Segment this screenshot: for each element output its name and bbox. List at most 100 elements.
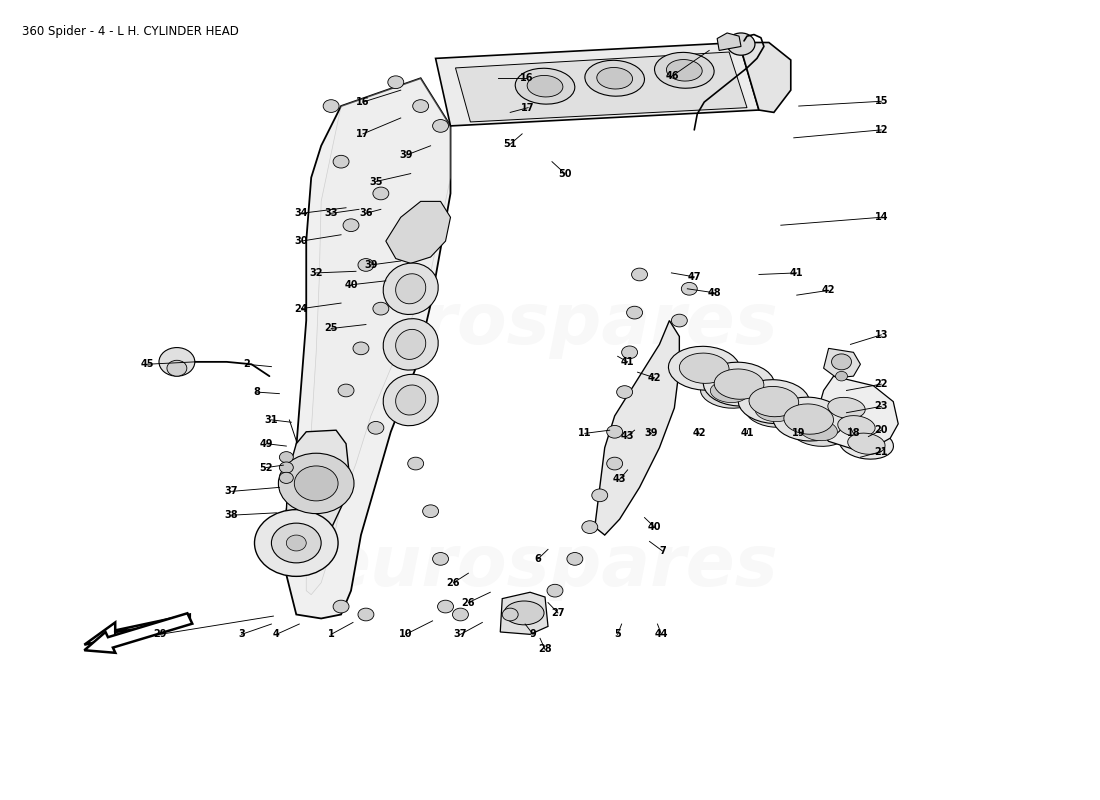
- Text: 4: 4: [273, 630, 279, 639]
- Text: 23: 23: [874, 402, 888, 411]
- Circle shape: [358, 608, 374, 621]
- Circle shape: [286, 535, 306, 551]
- Circle shape: [547, 584, 563, 597]
- Polygon shape: [455, 52, 747, 122]
- Polygon shape: [386, 202, 451, 263]
- Text: 22: 22: [874, 379, 888, 389]
- Ellipse shape: [585, 60, 645, 96]
- Text: 19: 19: [792, 428, 805, 438]
- Circle shape: [358, 258, 374, 271]
- Text: 41: 41: [790, 268, 803, 278]
- Ellipse shape: [396, 330, 426, 359]
- Ellipse shape: [784, 404, 834, 434]
- Text: 48: 48: [707, 288, 721, 298]
- Circle shape: [432, 119, 449, 132]
- Text: 49: 49: [260, 438, 273, 449]
- Circle shape: [422, 505, 439, 518]
- Circle shape: [353, 342, 369, 354]
- Text: 16: 16: [520, 74, 534, 83]
- Polygon shape: [286, 78, 451, 618]
- Text: 8: 8: [253, 387, 260, 397]
- Text: 26: 26: [447, 578, 460, 588]
- Circle shape: [582, 521, 597, 534]
- Text: 24: 24: [295, 304, 308, 314]
- Text: eurospares: eurospares: [321, 532, 779, 602]
- Circle shape: [323, 100, 339, 113]
- Circle shape: [279, 452, 294, 462]
- Text: 41: 41: [740, 428, 754, 438]
- Text: 38: 38: [224, 510, 239, 520]
- Text: 40: 40: [648, 522, 661, 532]
- Circle shape: [367, 422, 384, 434]
- Text: 11: 11: [579, 428, 592, 438]
- Text: 360 Spider - 4 - L H. CYLINDER HEAD: 360 Spider - 4 - L H. CYLINDER HEAD: [22, 25, 240, 38]
- Text: 40: 40: [344, 280, 358, 290]
- Text: 52: 52: [260, 462, 273, 473]
- Circle shape: [167, 360, 187, 376]
- Text: 41: 41: [620, 357, 635, 367]
- Circle shape: [333, 155, 349, 168]
- Circle shape: [452, 608, 469, 621]
- Ellipse shape: [714, 369, 763, 399]
- Text: 9: 9: [530, 630, 537, 639]
- Polygon shape: [436, 42, 759, 126]
- Ellipse shape: [383, 374, 438, 426]
- Circle shape: [279, 462, 294, 473]
- Circle shape: [438, 600, 453, 613]
- Text: 50: 50: [558, 169, 572, 178]
- Text: 31: 31: [265, 415, 278, 425]
- Circle shape: [617, 386, 632, 398]
- Text: 13: 13: [874, 330, 888, 340]
- Ellipse shape: [749, 386, 799, 417]
- Circle shape: [566, 553, 583, 566]
- Ellipse shape: [790, 414, 847, 446]
- Text: 33: 33: [324, 208, 338, 218]
- Ellipse shape: [396, 385, 426, 415]
- Circle shape: [295, 466, 338, 501]
- Ellipse shape: [701, 376, 758, 408]
- Text: 39: 39: [399, 150, 412, 160]
- Ellipse shape: [848, 433, 886, 454]
- Circle shape: [503, 608, 518, 621]
- Circle shape: [592, 489, 607, 502]
- Polygon shape: [824, 348, 860, 378]
- Polygon shape: [286, 430, 349, 535]
- Circle shape: [338, 384, 354, 397]
- Text: 3: 3: [239, 630, 245, 639]
- Circle shape: [278, 454, 354, 514]
- Circle shape: [607, 457, 623, 470]
- Circle shape: [279, 472, 294, 483]
- Ellipse shape: [839, 428, 893, 459]
- Text: 20: 20: [874, 425, 888, 435]
- Ellipse shape: [711, 382, 748, 402]
- Text: 46: 46: [666, 71, 679, 81]
- Text: 29: 29: [153, 630, 167, 639]
- Ellipse shape: [755, 401, 793, 422]
- Ellipse shape: [703, 362, 774, 406]
- Circle shape: [607, 426, 623, 438]
- Text: 15: 15: [874, 96, 888, 106]
- Text: 30: 30: [295, 236, 308, 246]
- Ellipse shape: [667, 59, 702, 81]
- Ellipse shape: [738, 380, 810, 423]
- Text: 7: 7: [659, 546, 666, 556]
- Text: 26: 26: [462, 598, 475, 607]
- Text: 6: 6: [535, 554, 541, 564]
- Polygon shape: [306, 78, 451, 594]
- Circle shape: [681, 282, 697, 295]
- Ellipse shape: [745, 395, 803, 427]
- Text: 42: 42: [822, 286, 835, 295]
- Text: 5: 5: [614, 630, 622, 639]
- Circle shape: [373, 302, 388, 315]
- Ellipse shape: [654, 52, 714, 88]
- Polygon shape: [85, 614, 190, 645]
- Text: 36: 36: [360, 208, 373, 218]
- Text: 2: 2: [243, 359, 250, 370]
- Text: 14: 14: [874, 212, 888, 222]
- Circle shape: [373, 187, 388, 200]
- Text: 32: 32: [309, 268, 323, 278]
- Circle shape: [627, 306, 642, 319]
- Text: 25: 25: [324, 323, 338, 334]
- Text: 16: 16: [356, 97, 370, 107]
- Text: 47: 47: [688, 272, 701, 282]
